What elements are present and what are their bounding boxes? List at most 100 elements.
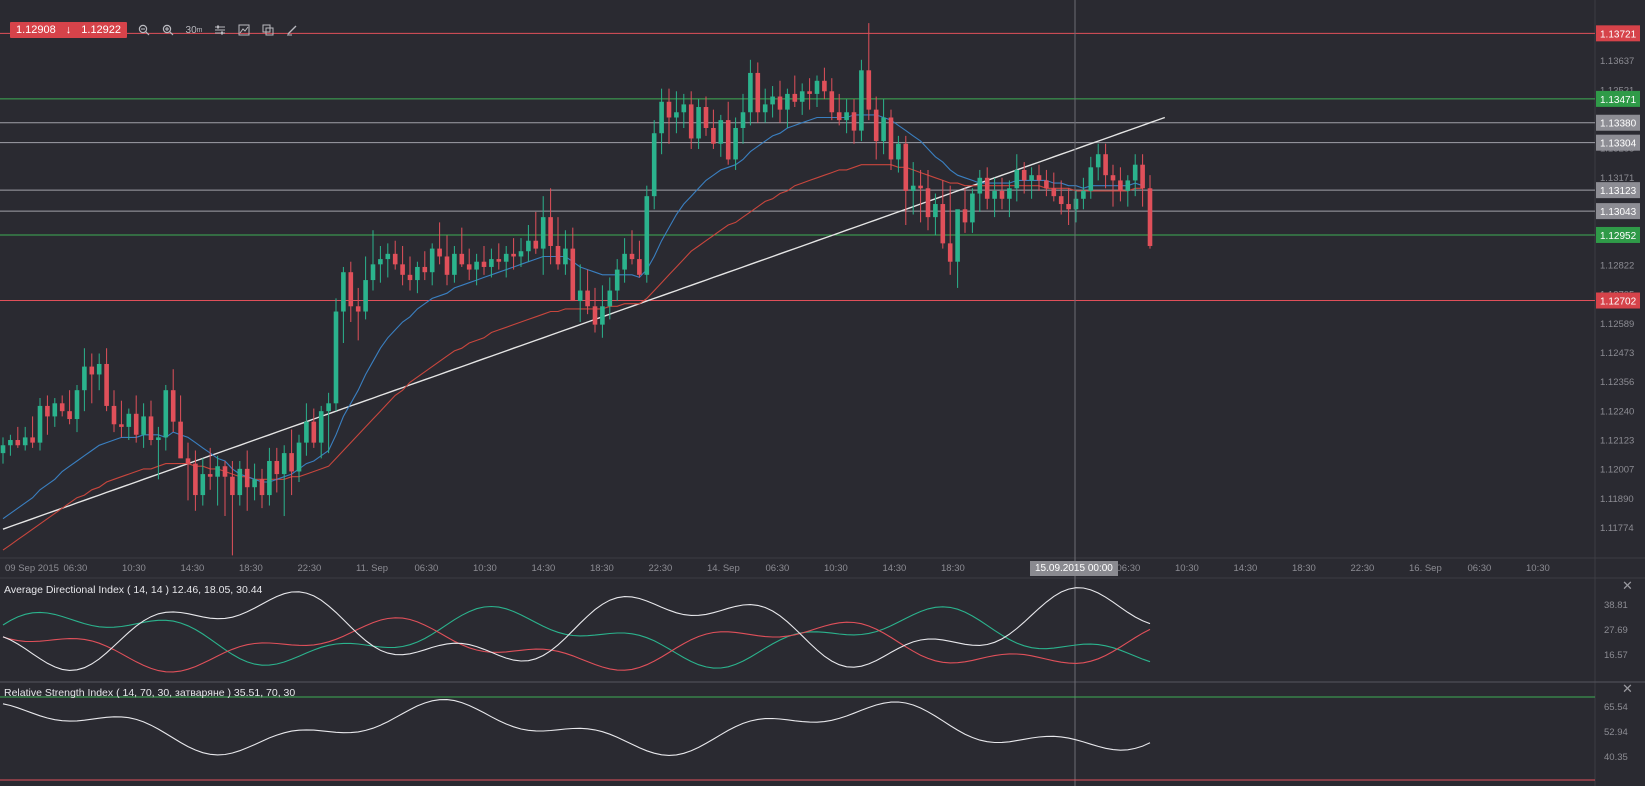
price-tick-label: 1.13637 <box>1600 56 1634 67</box>
candle <box>481 245 487 275</box>
layers-icon[interactable] <box>261 23 275 37</box>
candle <box>452 245 457 283</box>
moving-averages <box>2 114 1166 551</box>
zoom-out-icon[interactable] <box>137 23 151 37</box>
price-tick-label: 1.12356 <box>1600 377 1634 388</box>
candle <box>859 59 864 142</box>
candle <box>999 177 1005 210</box>
price-tick-label: 1.13521 <box>1600 85 1634 96</box>
candle <box>119 400 124 438</box>
rsi-line <box>2 699 1151 756</box>
candle-body <box>814 80 820 94</box>
level-tag: 1.13721 <box>1596 25 1640 42</box>
candle-body <box>466 264 472 270</box>
candle-body <box>740 112 746 128</box>
candle <box>385 243 391 278</box>
adx-line <box>2 587 1151 671</box>
candle-body <box>526 240 531 252</box>
candle <box>45 395 50 435</box>
candle-body <box>910 185 916 191</box>
candle-body <box>45 405 50 417</box>
candle-body <box>977 177 983 194</box>
bid-price: 1.12908 <box>16 24 56 36</box>
time-tick-label: 18:30 <box>1292 563 1316 574</box>
candle-body <box>548 217 553 246</box>
candle-body <box>607 290 613 307</box>
time-tick-label: 09 Sep 2015 <box>5 563 59 574</box>
candle <box>607 277 613 320</box>
level-tags[interactable]: 1.13721 1.13471 1.13380 1.13304 1.13123 1.130… <box>1596 25 1640 309</box>
candle-body <box>481 261 487 267</box>
chart-type-icon[interactable] <box>237 23 251 37</box>
candle-body <box>8 440 13 446</box>
candle-body <box>244 468 250 488</box>
candle <box>370 230 376 291</box>
price-levels[interactable] <box>0 32 1595 302</box>
time-tick-label: 18:30 <box>941 563 965 574</box>
candle-body <box>193 463 198 496</box>
candle-body <box>1058 196 1064 205</box>
candle <box>629 230 635 265</box>
candle <box>637 240 642 278</box>
candle <box>1014 154 1020 202</box>
candle <box>674 91 679 134</box>
candle-body <box>392 253 398 265</box>
candle-body <box>163 390 169 438</box>
close-icon[interactable]: ✕ <box>1622 578 1633 593</box>
candle <box>666 88 672 144</box>
candle <box>407 256 413 291</box>
draw-icon[interactable] <box>285 23 299 37</box>
candle <box>970 188 975 233</box>
candle <box>1073 190 1079 223</box>
candle <box>555 217 561 270</box>
level-tag-label: 1.12702 <box>1600 297 1637 308</box>
level-tag-label: 1.13380 <box>1600 119 1637 130</box>
candle <box>355 287 361 341</box>
candle-body <box>992 190 997 199</box>
candle-body <box>1036 175 1042 181</box>
time-tick-label: 22:30 <box>1351 563 1375 574</box>
candle-body <box>651 133 657 197</box>
candle <box>363 256 368 320</box>
zoom-in-icon[interactable] <box>161 23 175 37</box>
candle <box>925 169 931 231</box>
candle <box>518 238 524 267</box>
candle-body <box>15 440 21 446</box>
candle <box>585 269 590 315</box>
candle-body <box>925 188 931 218</box>
adx-label: Average Directional Index ( 14, 14 ) 12.… <box>4 584 263 596</box>
candle-body <box>748 72 753 113</box>
candle-body <box>0 445 6 454</box>
candle-body <box>296 442 302 472</box>
time-tick-label: 18:30 <box>239 563 263 574</box>
candle <box>207 447 213 490</box>
candle-body <box>859 70 864 131</box>
price-tick-label: 1.12822 <box>1600 260 1634 271</box>
candle-body <box>770 96 775 105</box>
candle <box>178 395 183 459</box>
candle <box>237 460 243 506</box>
candle-body <box>400 264 405 275</box>
candle-body <box>185 458 191 464</box>
candle <box>1036 164 1042 191</box>
candle <box>185 442 191 501</box>
candle-body <box>999 190 1005 199</box>
candle <box>896 135 901 173</box>
candle <box>548 188 553 265</box>
candle <box>215 455 220 506</box>
candle <box>133 395 139 443</box>
candle <box>15 426 21 448</box>
candle-body <box>1140 164 1145 189</box>
close-icon[interactable]: ✕ <box>1622 681 1633 696</box>
candle <box>22 426 28 451</box>
candle <box>193 450 198 511</box>
candle <box>866 23 872 121</box>
rsi-panel: 65.54 52.94 40.35 <box>0 696 1628 781</box>
candle <box>333 298 339 412</box>
level-tag-label: 1.13471 <box>1600 95 1637 106</box>
indicators-icon[interactable] <box>213 23 227 37</box>
quote-box[interactable]: 1.12908 ↓ 1.12922 <box>10 22 128 38</box>
timeframe-button[interactable]: 30 m <box>185 23 203 37</box>
